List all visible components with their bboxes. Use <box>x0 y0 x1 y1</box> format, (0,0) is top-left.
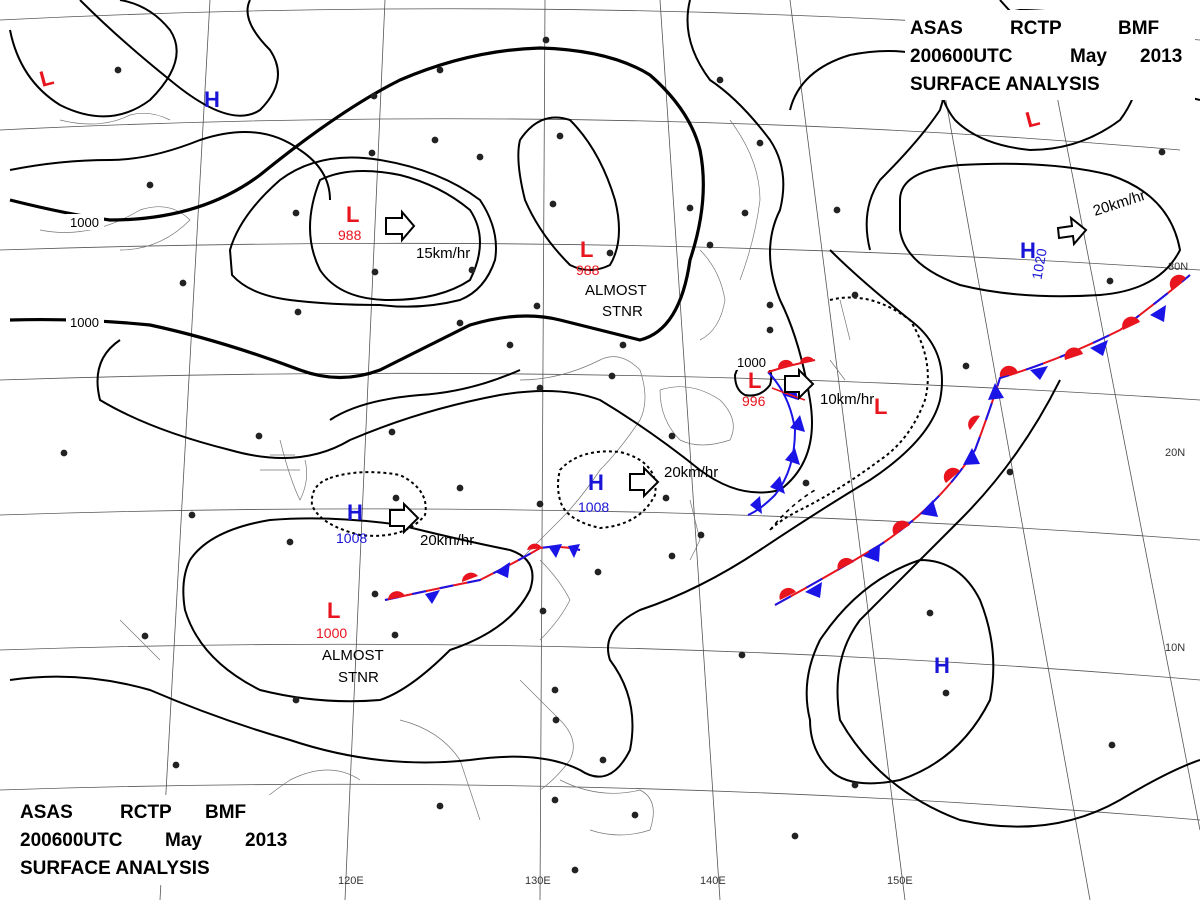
isobars <box>9 0 1200 828</box>
motion-arrows <box>385 209 1088 535</box>
latitude-label: 10N <box>1165 642 1185 654</box>
note-almost: ALMOST <box>322 647 384 664</box>
svg-text:1000: 1000 <box>316 625 347 641</box>
longitude-label: 150E <box>887 875 913 887</box>
motion-arrow-icon <box>385 209 416 243</box>
high-pressure-center: H <box>204 87 220 112</box>
stationary-notes: ALMOST STNR ALMOST STNR <box>322 282 647 686</box>
svg-text:H: H <box>588 470 604 495</box>
longitude-label: 120E <box>338 875 364 887</box>
fronts <box>384 274 1191 606</box>
warm-front-marks <box>779 274 1186 600</box>
svg-text:H: H <box>204 87 220 112</box>
footer-month: May <box>165 830 202 851</box>
svg-text:L: L <box>327 598 340 623</box>
isobar-labels: 1000 1000 1000 <box>66 214 772 370</box>
note-stnr: STNR <box>602 303 643 320</box>
high-pressure-center: H 1008 <box>578 470 609 515</box>
high-pressure-center: H <box>934 653 950 678</box>
latitude-label: 30N <box>1168 261 1188 273</box>
svg-text:L: L <box>1023 105 1042 133</box>
svg-text:L: L <box>37 64 56 92</box>
longitude-label: 130E <box>525 875 551 887</box>
high-pressure-center: H 1020 <box>1020 238 1050 281</box>
cold-front-japan <box>747 371 797 516</box>
header-month: May <box>1070 46 1107 67</box>
isobar-label: 1000 <box>70 215 99 230</box>
footer-block: ASAS RCTP BMF 200600UTC May 2013 SURFACE… <box>15 795 305 885</box>
motion-arrow-icon <box>784 367 815 401</box>
footer-agency: ASAS <box>20 802 73 823</box>
low-pressure-center: L 996 <box>742 368 766 409</box>
low-pressure-center: L 988 <box>576 237 600 278</box>
svg-text:1020: 1020 <box>1029 247 1050 281</box>
svg-text:1008: 1008 <box>336 530 367 546</box>
motion-label: 20km/hr <box>664 464 718 481</box>
svg-text:988: 988 <box>576 262 600 278</box>
pressure-systems: L H L 988 L 988 H 1020 L 996 L L H 1008 <box>37 64 1050 678</box>
svg-text:L: L <box>748 368 761 393</box>
isobar-label: 1000 <box>70 315 99 330</box>
footer-code: BMF <box>205 802 246 823</box>
note-stnr: STNR <box>338 669 379 686</box>
low-pressure-center: L <box>1023 105 1042 133</box>
dashed-isobar <box>310 471 427 537</box>
svg-text:996: 996 <box>742 393 766 409</box>
header-code: BMF <box>1118 18 1159 39</box>
cold-front-marks <box>805 305 1166 598</box>
svg-text:L: L <box>874 394 887 419</box>
low-pressure-center: L <box>37 64 56 92</box>
isobar-label: 1000 <box>737 355 766 370</box>
footer-time: 200600UTC <box>20 830 123 851</box>
latitude-label: 20N <box>1165 447 1185 459</box>
coastlines <box>39 113 851 836</box>
note-almost: ALMOST <box>585 282 647 299</box>
dashed-isobar <box>557 450 657 530</box>
header-time: 200600UTC <box>910 46 1013 67</box>
motion-label: 15km/hr <box>416 245 470 262</box>
footer-year: 2013 <box>245 830 287 851</box>
warm-front-japan <box>767 359 816 373</box>
motion-label: 20km/hr <box>420 532 474 549</box>
header-year: 2013 <box>1140 46 1182 67</box>
header-station: RCTP <box>1010 18 1062 39</box>
motion-label: 10km/hr <box>820 391 874 408</box>
footer-title: SURFACE ANALYSIS <box>20 858 210 879</box>
svg-text:L: L <box>580 237 593 262</box>
dashed-isobar <box>769 296 929 531</box>
header-title: SURFACE ANALYSIS <box>910 74 1100 95</box>
low-pressure-center: L <box>874 394 887 419</box>
svg-text:H: H <box>347 500 363 525</box>
svg-text:H: H <box>1020 238 1036 263</box>
footer-station: RCTP <box>120 802 172 823</box>
svg-text:L: L <box>346 202 359 227</box>
motion-arrow-icon <box>1056 215 1088 247</box>
svg-text:1008: 1008 <box>578 499 609 515</box>
station-plots <box>60 36 1166 874</box>
low-pressure-center: L 988 <box>338 202 362 243</box>
svg-text:H: H <box>934 653 950 678</box>
header-agency: ASAS <box>910 18 963 39</box>
header-block: ASAS RCTP BMF 200600UTC May 2013 SURFACE… <box>905 10 1195 100</box>
low-pressure-center: L 1000 <box>316 598 347 641</box>
motion-arrow-icon <box>629 465 660 499</box>
high-pressure-center: H 1008 <box>336 500 367 546</box>
motion-arrow-icon <box>389 501 420 535</box>
longitude-label: 140E <box>700 875 726 887</box>
isobar-1000-bold <box>9 46 705 380</box>
svg-text:988: 988 <box>338 227 362 243</box>
